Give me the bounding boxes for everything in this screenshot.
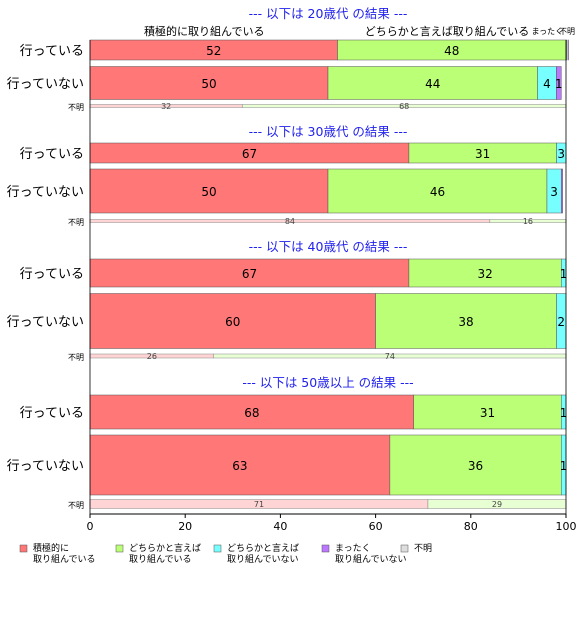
data-label: 67 (242, 147, 257, 161)
data-label: 31 (475, 147, 490, 161)
unknown-value: 74 (385, 352, 395, 361)
bar-segment (327, 168, 548, 214)
x-tick-label: 0 (87, 520, 94, 533)
data-label: 44 (425, 77, 440, 91)
row-label: 行っていない (7, 315, 84, 330)
unknown-label: 不明 (68, 103, 84, 112)
data-label: 50 (201, 77, 216, 91)
unknown-value: 84 (285, 217, 295, 226)
unknown-value: 32 (161, 102, 171, 111)
data-label: 4 (543, 77, 551, 91)
row-label: 行っていない (7, 185, 84, 200)
data-label: 38 (458, 315, 473, 329)
data-label: 68 (244, 406, 259, 420)
header-category: 積極的に取り組んでいる (144, 24, 264, 38)
x-tick-label: 80 (464, 520, 478, 533)
unknown-label: 不明 (68, 353, 84, 362)
panel-title: --- 以下は 20歳代 の結果 --- (249, 6, 408, 21)
row-label: 行っている (20, 406, 84, 421)
x-tick-label: 60 (369, 520, 383, 533)
data-label: 60 (225, 315, 240, 329)
data-label: 1 (560, 406, 568, 420)
data-label: 2 (557, 315, 565, 329)
data-label: 48 (444, 44, 459, 58)
bar-segment (389, 434, 562, 496)
bar-segment (89, 168, 329, 214)
data-label: 36 (468, 459, 483, 473)
data-label: 1 (560, 267, 568, 281)
unknown-value: 29 (492, 500, 502, 509)
data-label: 31 (480, 406, 495, 420)
bar-segment (89, 293, 376, 349)
row-label: 行っていない (7, 459, 84, 474)
panel-title: --- 以下は 40歳代 の結果 --- (249, 239, 408, 254)
bar-segment (560, 168, 563, 214)
unknown-value: 16 (523, 217, 533, 226)
bar-segment (413, 394, 562, 430)
x-tick-label: 40 (273, 520, 287, 533)
unknown-value: 71 (254, 500, 264, 509)
panel-title: --- 以下は 50歳以上 の結果 --- (242, 375, 413, 390)
bar-segment (375, 293, 557, 349)
header-category: まったく (531, 27, 563, 36)
unknown-value: 68 (399, 102, 409, 111)
data-label: 63 (232, 459, 247, 473)
unknown-value: 26 (147, 352, 157, 361)
legend-swatch (321, 544, 330, 553)
bar-segment (327, 66, 538, 100)
row-label: 行っていない (7, 77, 84, 92)
header-category: どちらかと言えば取り組んでいる (365, 25, 529, 38)
legend-swatch (115, 544, 124, 553)
row-label: 行っている (20, 267, 84, 282)
legend-label: 積極的に取り組んでいる (33, 542, 96, 565)
legend-label: どちらかと言えば取り組んでいる (129, 542, 201, 565)
x-tick-label: 100 (556, 520, 577, 533)
bar-segment (567, 39, 569, 61)
legend-label: どちらかと言えば取り組んでいない (227, 542, 299, 565)
bar-segment (556, 66, 562, 100)
legend-swatch (213, 544, 222, 553)
data-label: 3 (550, 185, 558, 199)
legend-label: まったく取り組んでいない (335, 543, 407, 565)
data-label: 46 (430, 185, 445, 199)
legend-swatch (400, 544, 409, 553)
unknown-label: 不明 (68, 501, 84, 510)
data-label: 3 (557, 147, 565, 161)
bar-segment (408, 258, 562, 288)
header-category: 不明 (559, 27, 575, 36)
data-label: 67 (242, 267, 257, 281)
unknown-label: 不明 (68, 218, 84, 227)
row-label: 行っている (20, 147, 84, 162)
legend-swatch (19, 544, 28, 553)
legend-label: 不明 (414, 543, 432, 554)
data-label: 32 (477, 267, 492, 281)
data-label: 50 (201, 185, 216, 199)
row-label: 行っている (20, 44, 84, 59)
data-label: 52 (206, 44, 221, 58)
data-label: 1 (560, 459, 568, 473)
data-label: 1 (555, 77, 563, 91)
x-tick-label: 20 (178, 520, 192, 533)
panel-title: --- 以下は 30歳代 の結果 --- (249, 124, 408, 139)
bar-segment (89, 434, 391, 496)
